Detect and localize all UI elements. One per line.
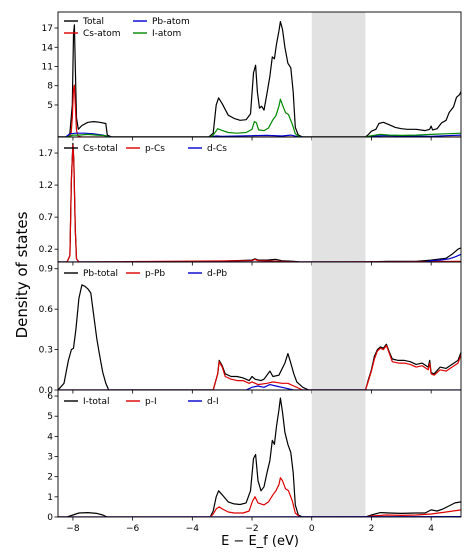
legend-label: Pb-total [83, 269, 118, 279]
series-line-total [58, 21, 461, 137]
series-line-pb-atom [58, 132, 461, 137]
y-tick-label: 1 [47, 493, 53, 503]
legend: Total Cs-atom Pb-atom I-atom [64, 17, 190, 39]
legend-label: Cs-total [83, 144, 118, 154]
legend-label: I-total [83, 397, 109, 407]
y-tick-label: 17 [42, 24, 53, 34]
x-tick-label: 2 [369, 524, 375, 534]
y-tick-label: 1.7 [39, 149, 53, 159]
series-line-pb-total [58, 284, 461, 390]
y-tick-label: 5 [47, 412, 53, 422]
legend: Pb-total p-Pb d-Pb [64, 269, 227, 279]
series-line-cs-total [58, 142, 461, 262]
panel-top: 5 8 11 14 17 Total Cs-atom Pb-atom I-atom [42, 11, 462, 141]
legend-label: d-Cs [207, 144, 227, 154]
series-line-p-i [58, 477, 461, 517]
band-gap-region [311, 137, 366, 262]
series-line-d-cs [58, 253, 461, 262]
legend-label: p-Pb [145, 269, 165, 279]
legend-label: p-Cs [145, 144, 165, 154]
panel-frame [57, 261, 462, 391]
x-tick-label: −4 [186, 524, 200, 534]
legend-label: Total [82, 17, 104, 27]
y-tick-label: 0.9 [39, 265, 54, 275]
y-tick-label: 0.3 [39, 346, 53, 356]
y-tick-label: 0.2 [39, 245, 53, 255]
y-tick-label: 0.0 [39, 386, 54, 396]
y-tick-label: 14 [42, 43, 54, 53]
legend: Cs-total p-Cs d-Cs [64, 144, 227, 154]
x-axis-label: E − E_f (eV) [221, 534, 299, 549]
panel-frame [57, 389, 462, 518]
y-tick-label: 11 [42, 62, 53, 72]
legend-label: p-I [145, 397, 157, 407]
series-line-d-pb [58, 384, 461, 390]
y-tick-label: 0.7 [39, 213, 53, 223]
y-axis-label: Density of states [13, 211, 31, 338]
panel-Pb: 0.0 0.3 0.6 0.9 Pb-total p-Pb d-Pb [39, 261, 462, 396]
legend-label: d-I [207, 397, 219, 407]
series-line-p-cs [58, 144, 461, 262]
x-tick-label: 0 [309, 524, 315, 534]
x-tick-label: −6 [126, 524, 140, 534]
band-gap-region [311, 390, 366, 517]
y-tick-label: 8 [47, 82, 53, 92]
y-tick-label: 3 [47, 453, 53, 463]
legend-label: I-atom [152, 29, 181, 39]
y-tick-label: 5 [47, 101, 53, 111]
y-tick-label: 0 [47, 513, 53, 523]
x-tick-label: −8 [66, 524, 80, 534]
y-tick-label: 0.6 [39, 305, 54, 315]
y-tick-label: 2 [47, 473, 53, 483]
panels: 58111417TotalCs-atomPb-atomI-atom0.20.71… [39, 11, 462, 534]
series-line-i-total [58, 397, 461, 517]
x-tick-label: 4 [428, 524, 434, 534]
legend: I-total p-I d-I [64, 397, 219, 407]
legend-label: d-Pb [207, 269, 227, 279]
series-line-p-pb [58, 344, 461, 390]
y-tick-label: 6 [47, 392, 53, 402]
legend-label: Cs-atom [83, 29, 121, 39]
panel-frame [57, 136, 462, 263]
series-line-i-atom [58, 98, 461, 137]
y-tick-label: 1.2 [39, 181, 53, 191]
legend-label: Pb-atom [152, 17, 190, 27]
band-gap-region [311, 12, 366, 137]
panel-Cs: 0.2 0.7 1.2 1.7 Cs-total p-Cs d-Cs [39, 136, 462, 266]
y-tick-label: 4 [47, 432, 53, 442]
x-tick-label: −2 [245, 524, 258, 534]
series-group [58, 284, 461, 390]
series-group [58, 397, 461, 517]
panel-I: 0 1 2 3 4 5 6 −8 −6 −4 −2 0 2 4 I-total p-I d-I [47, 389, 462, 534]
band-gap-region [311, 262, 366, 390]
series-group [58, 142, 461, 262]
series-line-cs-atom [58, 84, 461, 137]
